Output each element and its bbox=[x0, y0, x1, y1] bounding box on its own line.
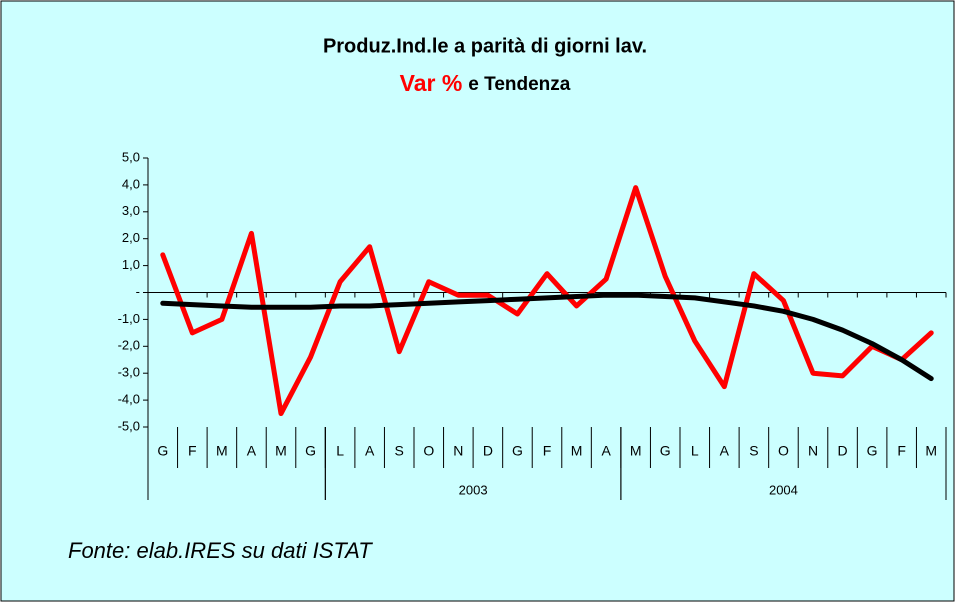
y-tick-label: -2,0 bbox=[118, 338, 140, 353]
y-tick-label: 4,0 bbox=[122, 176, 140, 191]
x-tick-label: L bbox=[691, 443, 699, 459]
chart-title: Produz.Ind.le a parità di giorni lav. bbox=[323, 35, 647, 57]
x-tick-label: N bbox=[808, 443, 818, 459]
x-tick-label: A bbox=[365, 443, 375, 459]
x-tick-label: A bbox=[601, 443, 611, 459]
group-label: 2003 bbox=[459, 482, 488, 497]
x-tick-label: S bbox=[395, 443, 404, 459]
y-tick-label: -4,0 bbox=[118, 392, 140, 407]
x-tick-label: F bbox=[188, 443, 197, 459]
x-tick-label: G bbox=[867, 443, 878, 459]
subtitle-part: Var % bbox=[400, 70, 463, 96]
group-label: 2004 bbox=[769, 482, 798, 497]
source-note: Fonte: elab.IRES su dati ISTAT bbox=[68, 538, 373, 563]
x-tick-label: A bbox=[247, 443, 257, 459]
x-tick-label: M bbox=[571, 443, 583, 459]
x-tick-label: S bbox=[749, 443, 758, 459]
x-tick-label: F bbox=[897, 443, 906, 459]
x-tick-label: G bbox=[660, 443, 671, 459]
x-tick-label: D bbox=[837, 443, 847, 459]
x-tick-label: O bbox=[778, 443, 789, 459]
y-tick-label: - bbox=[136, 284, 140, 299]
x-tick-label: M bbox=[216, 443, 228, 459]
x-tick-label: O bbox=[423, 443, 434, 459]
y-tick-label: -1,0 bbox=[118, 311, 140, 326]
x-tick-label: F bbox=[543, 443, 552, 459]
subtitle-part: e Tendenza bbox=[468, 74, 570, 95]
x-tick-label: D bbox=[483, 443, 493, 459]
chart-subtitle: Var % e Tendenza bbox=[400, 70, 571, 96]
y-tick-label: -3,0 bbox=[118, 365, 140, 380]
x-tick-label: L bbox=[336, 443, 344, 459]
x-tick-label: G bbox=[305, 443, 316, 459]
y-tick-label: 3,0 bbox=[122, 203, 140, 218]
x-tick-label: M bbox=[630, 443, 642, 459]
y-tick-label: -5,0 bbox=[118, 418, 140, 433]
x-tick-label: M bbox=[925, 443, 937, 459]
y-tick-label: 5,0 bbox=[122, 149, 140, 164]
y-tick-label: 1,0 bbox=[122, 257, 140, 272]
x-tick-label: G bbox=[157, 443, 168, 459]
x-tick-label: A bbox=[720, 443, 730, 459]
y-tick-label: 2,0 bbox=[122, 230, 140, 245]
x-tick-label: N bbox=[453, 443, 463, 459]
x-tick-label: M bbox=[275, 443, 287, 459]
x-tick-label: G bbox=[512, 443, 523, 459]
series-line bbox=[160, 185, 934, 417]
series-line bbox=[160, 292, 934, 382]
